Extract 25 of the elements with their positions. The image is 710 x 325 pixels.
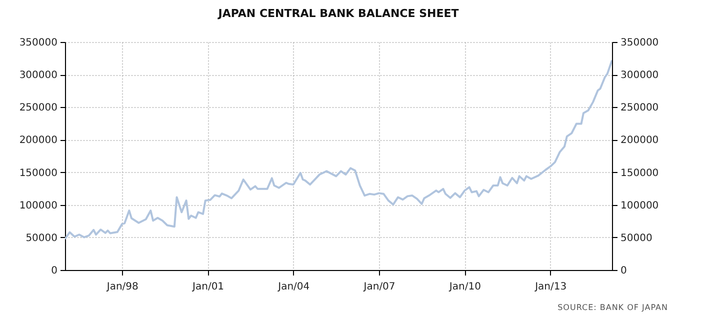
- y-tick-label: 350000: [19, 38, 58, 48]
- line-series: [65, 59, 612, 240]
- y-tick-label: 50000: [26, 232, 58, 244]
- y-tick-label: 200000: [19, 135, 58, 146]
- y2-tick-label: 0: [620, 266, 627, 276]
- y2-tick-label: 300000: [620, 70, 659, 82]
- y2-tick-label: 350000: [620, 38, 659, 48]
- x-tick-label: Jan/10: [448, 282, 481, 292]
- y2-tick-label: 100000: [620, 200, 659, 212]
- y-tick-label: 0: [51, 266, 58, 276]
- x-tick-label: Jan/98: [106, 282, 138, 292]
- y-tick-label: 100000: [19, 200, 58, 212]
- chart-title: JAPAN CENTRAL BANK BALANCE SHEET: [217, 7, 460, 20]
- source-note: SOURCE: BANK OF JAPAN: [558, 303, 668, 312]
- y2-tick-label: 250000: [620, 102, 659, 114]
- x-tick-label: Jan/13: [534, 282, 567, 292]
- x-tick-label: Jan/07: [362, 282, 396, 292]
- y-tick-label: 250000: [19, 102, 58, 114]
- y-tick-label: 300000: [19, 70, 58, 82]
- y2-tick-label: 50000: [620, 232, 652, 244]
- x-tick-label: Jan/01: [192, 282, 224, 292]
- y2-tick-label: 150000: [620, 168, 659, 179]
- y-tick-label: 150000: [19, 168, 58, 179]
- y2-tick-label: 200000: [620, 135, 659, 146]
- x-tick-label: Jan/04: [277, 282, 310, 292]
